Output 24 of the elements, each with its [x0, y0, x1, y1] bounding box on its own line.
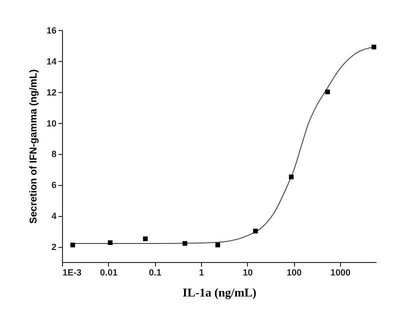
x-tick-label: 1 — [198, 268, 204, 278]
y-tick-label: 8 — [51, 149, 56, 160]
y-tick-label: 6 — [51, 180, 56, 190]
point — [325, 90, 330, 94]
y-tick-label: 2 — [51, 242, 56, 252]
y-tick-label: 12 — [46, 87, 56, 98]
y-tick-label: 14 — [46, 56, 56, 66]
x-tick-label: 0.01 — [100, 268, 118, 278]
y-tick-label: 10 — [46, 118, 56, 128]
x-tick-label: 0.1 — [148, 268, 162, 278]
point — [288, 174, 294, 180]
x-tick-label: 1E-3 — [62, 268, 82, 278]
x-axis-title: IL-1a (ng/mL) — [182, 286, 256, 300]
point — [215, 242, 220, 248]
y-tick-label: 16 — [46, 26, 56, 36]
point — [70, 242, 76, 248]
point — [108, 240, 113, 246]
y-axis-title: Secretion of IFN-gamma (ng/mL) — [28, 69, 40, 224]
x-tick-label: 10 — [242, 268, 253, 278]
point — [143, 236, 148, 242]
x-tick-label: 1000 — [330, 268, 350, 278]
y-tick-label: 4 — [51, 211, 56, 222]
point — [253, 228, 258, 234]
x-tick-label: 100 — [286, 268, 302, 278]
